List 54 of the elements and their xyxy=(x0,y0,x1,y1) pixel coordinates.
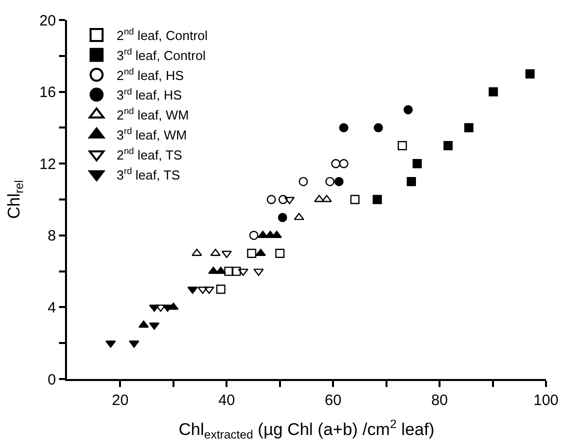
point xyxy=(339,159,348,168)
point xyxy=(488,87,498,96)
legend-label: 3$^{rd}$ leaf, Control xyxy=(116,46,206,63)
point xyxy=(412,159,422,168)
point xyxy=(525,69,535,78)
y-tick-label: 0 xyxy=(48,371,56,388)
legend-label: 2$^{nd}$ leaf, HS xyxy=(116,66,184,83)
y-tick-label: 4 xyxy=(48,299,56,316)
point xyxy=(278,194,288,204)
y-tick-label: 12 xyxy=(39,156,56,173)
legend-label: 3$^{rd}$ leaf, HS xyxy=(116,86,182,103)
point xyxy=(275,248,284,258)
legend-label: 2$^{nd}$ leaf, Control xyxy=(116,26,208,44)
point xyxy=(232,266,241,276)
point xyxy=(322,194,332,202)
point xyxy=(464,123,474,132)
point xyxy=(247,248,256,258)
x-tick-label: 100 xyxy=(533,392,559,409)
point xyxy=(249,230,258,240)
point xyxy=(278,212,288,222)
point xyxy=(334,176,344,186)
y-tick-label: 20 xyxy=(39,12,56,30)
point xyxy=(404,105,413,114)
point xyxy=(406,176,416,186)
point xyxy=(314,194,324,202)
point xyxy=(198,286,208,294)
point xyxy=(149,304,160,312)
legend-label: 2$^{nd}$ leaf, TS xyxy=(116,146,182,162)
point xyxy=(298,176,308,186)
point xyxy=(372,194,382,204)
legend-label: 3$^{rd}$ leaf, TS xyxy=(116,166,180,182)
point xyxy=(339,123,348,132)
point xyxy=(216,284,226,294)
point xyxy=(284,196,295,204)
x-axis-title: Chl$_{extracted}$ (µg Chl (a+b) /cm$^{2}$ leaf) xyxy=(178,416,434,442)
x-tick-label: 40 xyxy=(218,392,236,409)
point xyxy=(224,266,234,276)
legend-label: 3$^{rd}$ leaf, WM xyxy=(116,126,187,143)
point xyxy=(331,159,340,168)
x-tick-label: 80 xyxy=(431,392,448,409)
legend-label: 2$^{nd}$ leaf, WM xyxy=(116,106,189,123)
point xyxy=(266,194,276,204)
point xyxy=(325,176,335,186)
point xyxy=(374,123,383,132)
y-tick-label: 8 xyxy=(48,228,56,245)
point xyxy=(149,322,160,330)
x-tick-label: 60 xyxy=(324,392,342,409)
point xyxy=(294,212,304,220)
point xyxy=(256,248,266,256)
x-tick-label: 20 xyxy=(112,392,129,409)
point xyxy=(350,194,360,204)
point xyxy=(443,141,453,150)
y-tick-label: 16 xyxy=(39,84,56,102)
point xyxy=(398,141,407,150)
